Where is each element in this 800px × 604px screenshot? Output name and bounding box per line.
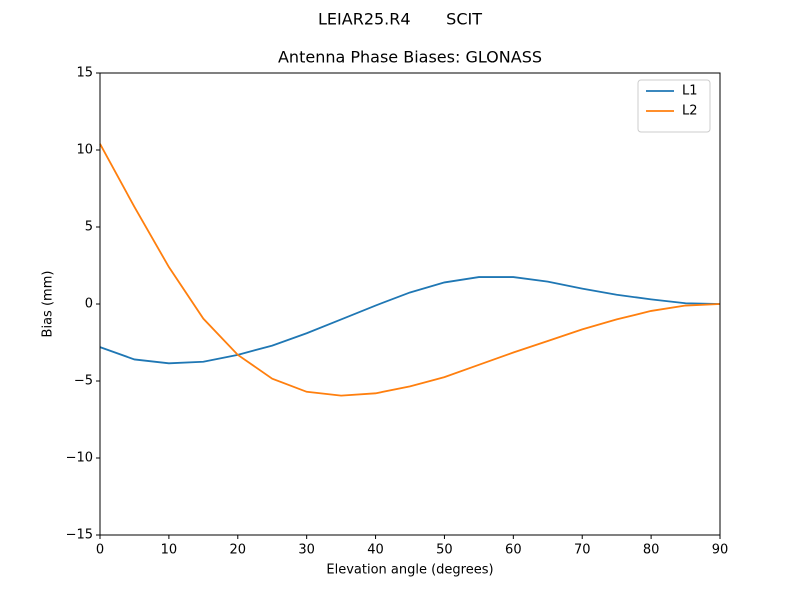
y-tick-label: 10 bbox=[76, 143, 93, 158]
line-series bbox=[99, 143, 721, 397]
chart-title: Antenna Phase Biases: GLONASS bbox=[278, 48, 542, 67]
x-tick-label: 30 bbox=[298, 543, 315, 558]
suptitle: LEIAR25.R4 SCIT bbox=[318, 10, 482, 29]
y-tick-label: −15 bbox=[66, 528, 93, 543]
x-tick-label: 20 bbox=[230, 543, 247, 558]
x-tick-label: 0 bbox=[96, 543, 104, 558]
y-tick-label: 15 bbox=[76, 66, 93, 81]
x-tick-label: 80 bbox=[643, 543, 660, 558]
legend-box bbox=[637, 79, 711, 133]
x-tick-label: 50 bbox=[436, 543, 453, 558]
plot-frame bbox=[99, 72, 721, 536]
x-tick-label: 60 bbox=[505, 543, 522, 558]
x-axis-label: Elevation angle (degrees) bbox=[326, 563, 493, 578]
x-tick-label: 40 bbox=[367, 543, 384, 558]
y-tick-label: −10 bbox=[66, 451, 93, 466]
line-series bbox=[99, 276, 721, 365]
y-axis-label: Bias (mm) bbox=[41, 271, 56, 338]
y-tick-label: −5 bbox=[74, 374, 93, 389]
y-tick-label: 0 bbox=[85, 297, 93, 312]
x-tick-label: 90 bbox=[712, 543, 729, 558]
legend-label: L1 bbox=[682, 84, 698, 99]
legend-label: L2 bbox=[682, 104, 698, 119]
y-tick-label: 5 bbox=[85, 220, 93, 235]
x-tick-label: 70 bbox=[574, 543, 591, 558]
x-tick-label: 10 bbox=[161, 543, 178, 558]
